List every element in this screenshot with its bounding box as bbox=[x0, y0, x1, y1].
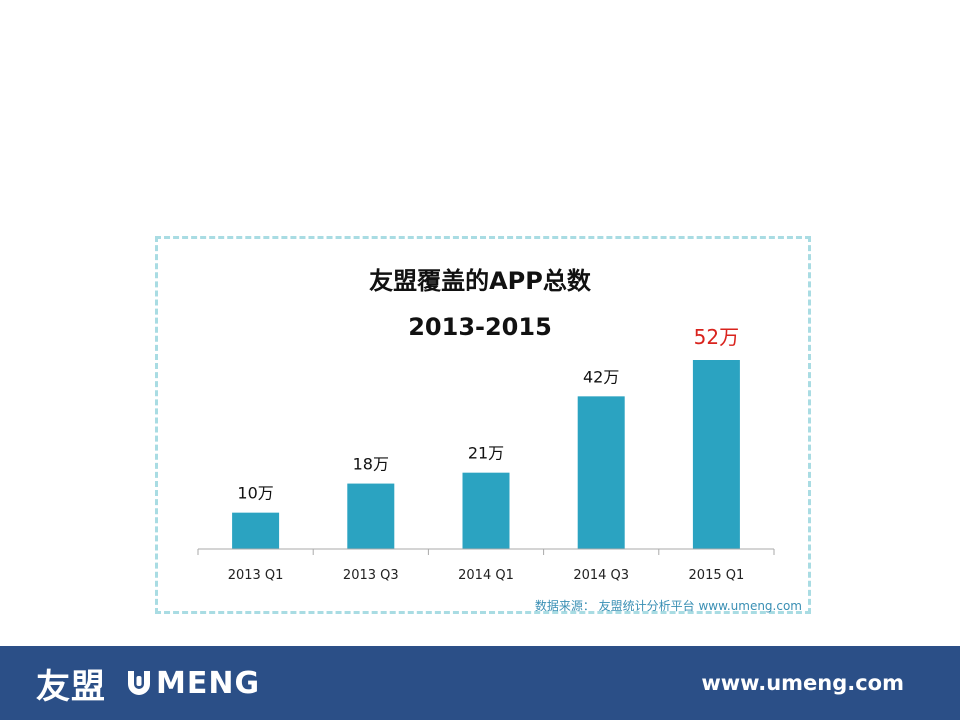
footer-url: www.umeng.com bbox=[701, 671, 904, 695]
source-note: 数据来源： 友盟统计分析平台 www.umeng.com bbox=[534, 599, 802, 613]
chart-title: 友盟覆盖的APP总数 bbox=[369, 267, 591, 295]
data-label-4: 52万 bbox=[694, 325, 739, 349]
x-tick-label-3: 2014 Q3 bbox=[573, 568, 629, 583]
bar-1 bbox=[347, 483, 395, 549]
bar-4 bbox=[692, 360, 740, 549]
chart-subtitle: 2013-2015 bbox=[408, 313, 552, 341]
footer-bar: 友盟 MENG www.umeng.com bbox=[0, 646, 960, 720]
x-tick-label-0: 2013 Q1 bbox=[228, 568, 284, 583]
bar-0 bbox=[232, 512, 280, 549]
bar-2 bbox=[462, 472, 510, 549]
data-label-0: 10万 bbox=[237, 484, 273, 503]
logo-chinese-text: 友盟 bbox=[36, 666, 106, 707]
chart-frame bbox=[155, 236, 811, 614]
umeng-logo: 友盟 MENG bbox=[36, 646, 260, 720]
logo-english-text: MENG bbox=[156, 665, 261, 701]
data-label-3: 42万 bbox=[583, 367, 619, 386]
x-tick-label-1: 2013 Q3 bbox=[343, 568, 399, 583]
umeng-u-logo-icon bbox=[124, 668, 154, 698]
data-label-1: 18万 bbox=[353, 455, 389, 474]
data-label-2: 21万 bbox=[468, 444, 504, 463]
x-tick-label-4: 2015 Q1 bbox=[689, 568, 745, 583]
bar-3 bbox=[577, 396, 625, 549]
x-tick-label-2: 2014 Q1 bbox=[458, 568, 514, 583]
